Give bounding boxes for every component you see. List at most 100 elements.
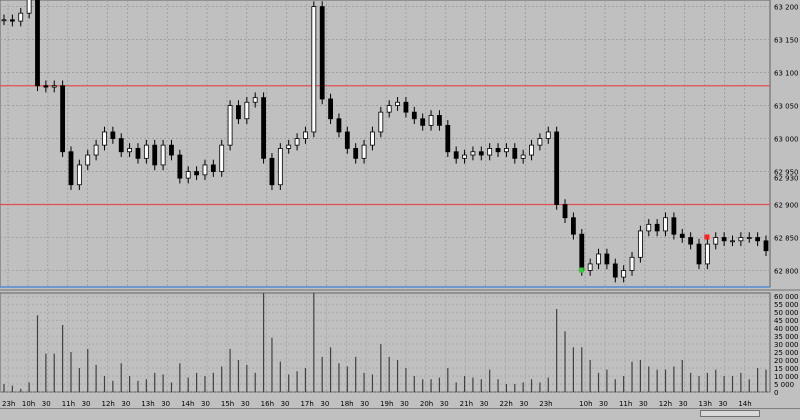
time-tick-label: 17h	[300, 400, 313, 408]
candle-body	[60, 85, 66, 153]
volume-tick-label: 45 000	[774, 317, 799, 325]
candle-body	[545, 131, 551, 139]
volume-tick-label: 15 000	[774, 365, 799, 373]
time-tick-label: 23h	[539, 400, 552, 408]
candle-body	[102, 131, 107, 146]
candle-body	[252, 97, 258, 103]
candle-body	[194, 171, 199, 176]
time-tick-label: 30	[320, 400, 329, 408]
candle-body	[210, 164, 216, 172]
candle-body	[110, 131, 116, 139]
candle-body	[269, 157, 275, 186]
time-tick-label: 14h	[181, 400, 194, 408]
candle-body	[612, 263, 618, 278]
grid-lines	[0, 0, 770, 393]
time-tick-label: 18h	[340, 400, 353, 408]
time-axis[interactable]: 23h 10h 30 11h 30 12h 30 13h 30 14h 30 15h 30 16h 30 17…	[2, 400, 752, 416]
candle-body	[236, 105, 241, 120]
candle-body	[286, 144, 292, 149]
candle-body	[261, 97, 266, 159]
candle-body	[763, 240, 769, 252]
price-tick-label: 63 050	[774, 103, 799, 111]
candle-body	[637, 230, 643, 258]
candle-body	[504, 148, 509, 153]
horizontal-level-lines[interactable]	[0, 85, 770, 288]
volume-plot-area[interactable]	[0, 289, 800, 393]
price-tick-label: 62 900	[774, 202, 799, 210]
time-tick-label: 10h	[579, 400, 592, 408]
price-tick-label: 63 200	[774, 4, 799, 12]
candle-body	[696, 243, 702, 265]
candle-body	[495, 148, 501, 153]
time-tick-label: 20h	[420, 400, 433, 408]
time-tick-label: 30	[201, 400, 210, 408]
candle-body	[386, 105, 392, 113]
candle-body	[361, 144, 367, 159]
candle-body	[587, 263, 593, 271]
candle-body	[152, 144, 158, 166]
price-tick-label: 62 850	[774, 235, 799, 243]
volume-tick-label: 50 000	[774, 309, 799, 317]
candle-body	[370, 131, 375, 146]
time-tick-label: 30	[679, 400, 688, 408]
candle-body	[562, 204, 568, 219]
price-tick-label: 62 800	[774, 268, 799, 276]
volume-tick-label: 40 000	[774, 325, 799, 333]
time-tick-label: 22h	[499, 400, 512, 408]
candle-body	[730, 240, 735, 243]
trade-marker	[704, 234, 710, 240]
time-tick-label: 23h	[2, 400, 15, 408]
candle-body	[579, 233, 585, 271]
price-tick-label: 63 100	[774, 70, 799, 78]
candle-body	[26, 0, 32, 14]
time-tick-label: 15h	[221, 400, 234, 408]
candle-body	[294, 138, 300, 146]
candle-body	[51, 85, 57, 88]
time-tick-label: 30	[161, 400, 170, 408]
scrollbar-thumb[interactable]	[700, 410, 760, 417]
candle-body	[219, 144, 225, 172]
volume-tick-label: 20 000	[774, 357, 799, 365]
candle-body	[688, 237, 694, 245]
candle-body	[487, 148, 493, 156]
volume-tick-label: 0	[774, 389, 778, 397]
candle-body	[679, 233, 685, 238]
candle-body	[227, 105, 233, 146]
candle-body	[453, 151, 459, 159]
time-tick-label: 30	[360, 400, 369, 408]
volume-tick-label: 35 000	[774, 333, 799, 341]
time-tick-label: 13h	[141, 400, 154, 408]
candlestick-series	[1, 0, 769, 283]
time-tick-label: 11h	[62, 400, 75, 408]
candle-body	[277, 148, 283, 186]
trade-marker	[578, 267, 584, 273]
candle-body	[537, 138, 543, 146]
candle-body	[311, 6, 317, 133]
candle-body	[93, 144, 99, 156]
candle-body	[169, 144, 174, 156]
price-plot-area[interactable]	[0, 0, 771, 288]
candle-body	[1, 19, 7, 22]
horizontal-scrollbar[interactable]	[0, 408, 800, 420]
price-tick-label: 63 150	[774, 37, 799, 45]
candle-body	[411, 111, 417, 120]
candle-body	[512, 148, 518, 159]
candle-body	[68, 151, 74, 186]
time-tick-label: 30	[599, 400, 608, 408]
candle-body	[344, 131, 350, 149]
candle-body	[378, 111, 384, 133]
time-tick-label: 16h	[261, 400, 274, 408]
time-tick-label: 30	[241, 400, 250, 408]
candle-body	[520, 154, 526, 159]
price-tick-label: 62 950	[774, 169, 799, 177]
candle-body	[596, 253, 601, 265]
volume-tick-label: 55 000	[774, 301, 799, 309]
candle-body	[185, 171, 191, 179]
time-tick-label: 21h	[460, 400, 473, 408]
time-tick-label: 30	[519, 400, 528, 408]
candle-body	[202, 164, 208, 176]
volume-tick-label: 10 000	[774, 373, 799, 381]
